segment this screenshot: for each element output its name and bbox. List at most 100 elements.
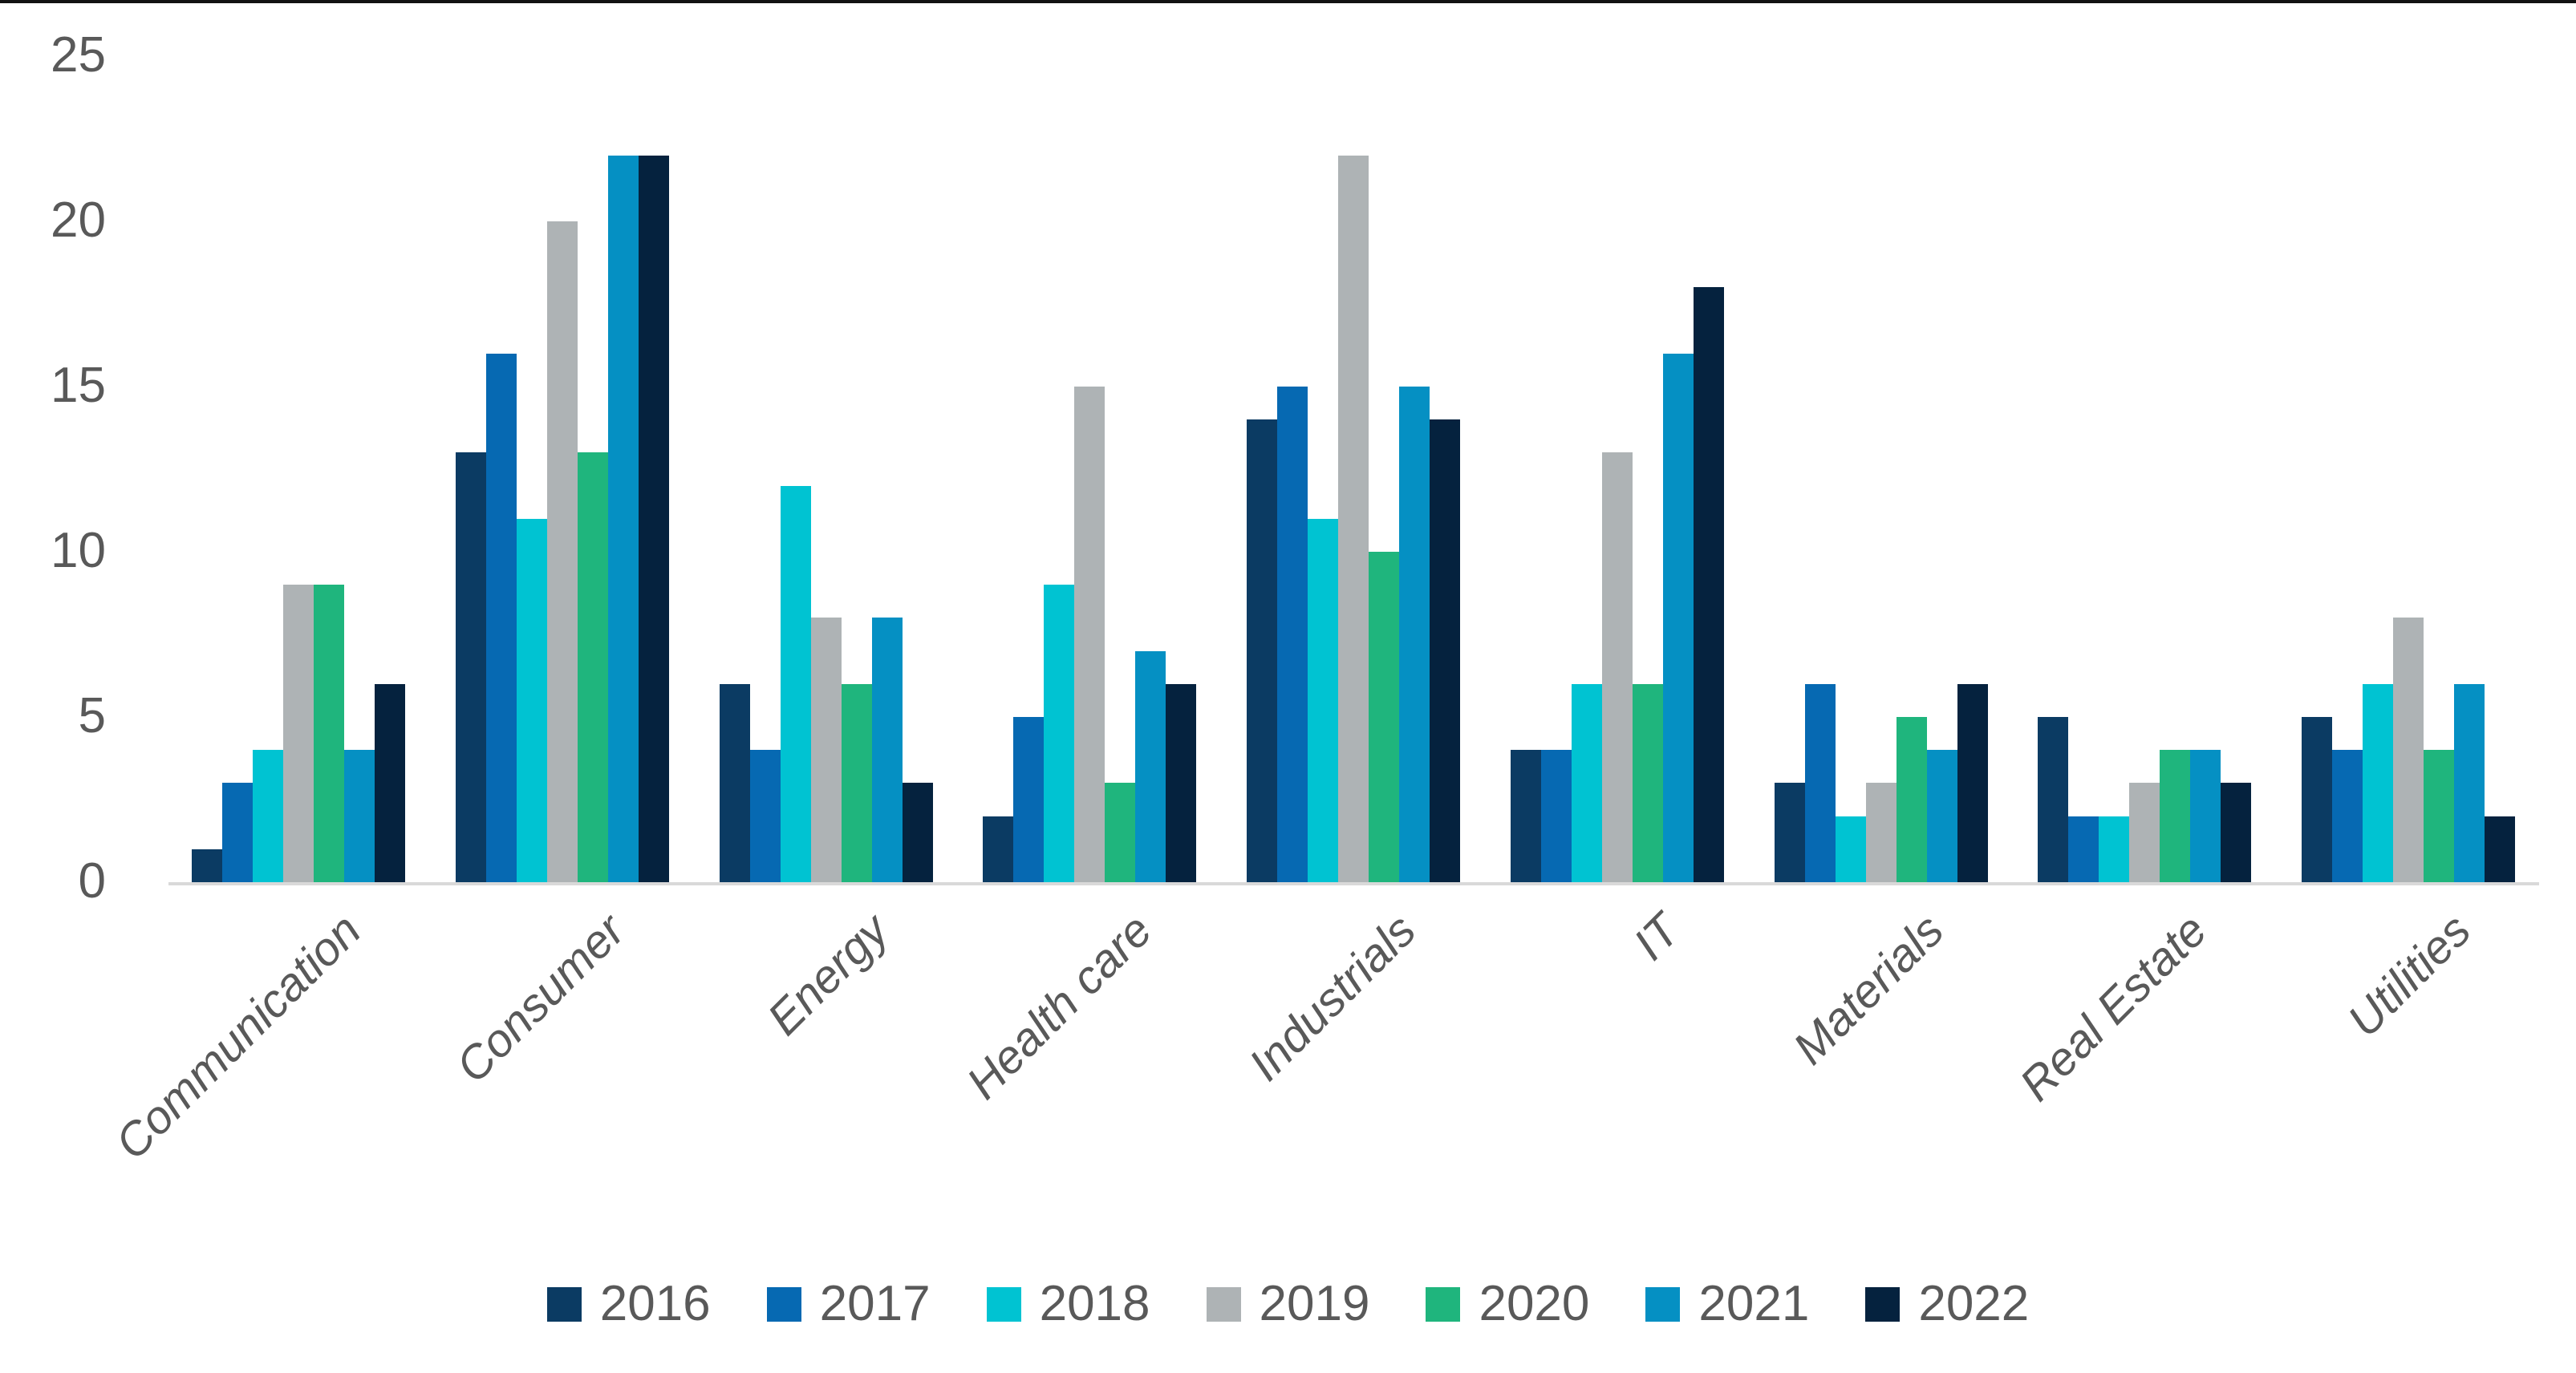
legend-swatch-2019: [1206, 1286, 1241, 1322]
bar-2021-industrials: [1399, 387, 1430, 882]
legend-item-2017: 2017: [766, 1279, 931, 1329]
bar-2017-industrials: [1277, 387, 1308, 882]
bar-2021-health-care: [1135, 650, 1166, 882]
plot-area: [168, 56, 2539, 882]
bar-2020-communication: [314, 585, 344, 882]
bar-2017-real-estate: [2068, 816, 2099, 882]
legend: 2016 2017 2018 2019 2020 2021 2022: [0, 1278, 2576, 1330]
bar-2016-communication: [192, 849, 222, 882]
bar-2016-health-care: [983, 816, 1014, 882]
bar-2018-industrials: [1308, 518, 1338, 882]
legend-label: 2020: [1479, 1276, 1590, 1331]
legend-swatch-2022: [1865, 1286, 1901, 1322]
bar-2019-real-estate: [2129, 783, 2160, 882]
bar-2018-it: [1571, 683, 1602, 882]
bar-2019-consumer: [546, 221, 578, 882]
bar-2020-health-care: [1105, 783, 1136, 882]
bar-2021-real-estate: [2190, 750, 2221, 882]
x-axis-label: Industrials: [1239, 904, 1426, 1092]
y-tick-label: 20: [51, 192, 106, 248]
bar-2019-it: [1601, 452, 1633, 882]
bar-2016-energy: [719, 683, 750, 882]
x-axis-line: [168, 882, 2539, 885]
bar-2021-energy: [871, 618, 903, 882]
bar-2021-materials: [1926, 750, 1957, 882]
bar-2022-utilities: [2485, 816, 2515, 882]
bar-2018-utilities: [2363, 683, 2393, 882]
bar-2020-utilities: [2424, 750, 2454, 882]
bar-2020-it: [1632, 683, 1663, 882]
bar-2019-industrials: [1338, 155, 1369, 882]
x-axis-label: Materials: [1783, 904, 1953, 1075]
bar-2022-health-care: [1166, 683, 1197, 882]
bar-2018-health-care: [1044, 585, 1075, 882]
x-axis-label: Communication: [105, 904, 371, 1170]
bar-group-health-care: [983, 56, 1197, 882]
bar-group-it: [1510, 56, 1724, 882]
legend-label: 2018: [1039, 1276, 1150, 1331]
bar-2016-industrials: [1247, 419, 1277, 882]
bar-2021-it: [1662, 353, 1694, 882]
legend-label: 2022: [1918, 1276, 2030, 1331]
bar-2016-materials: [1774, 783, 1805, 882]
legend-label: 2019: [1259, 1276, 1370, 1331]
legend-item-2021: 2021: [1645, 1279, 1809, 1329]
x-axis-label: Energy: [757, 904, 899, 1046]
bar-2019-materials: [1865, 783, 1897, 882]
legend-item-2022: 2022: [1865, 1279, 2029, 1329]
legend-swatch-2018: [986, 1286, 1021, 1322]
bar-2021-utilities: [2454, 683, 2485, 882]
bar-2018-communication: [253, 750, 283, 882]
x-axis-label: Health care: [956, 904, 1162, 1109]
bar-group-consumer: [455, 56, 669, 882]
bar-group-energy: [719, 56, 933, 882]
bar-group-industrials: [1247, 56, 1460, 882]
legend-item-2018: 2018: [986, 1276, 1150, 1331]
bar-2016-utilities: [2302, 717, 2332, 882]
legend-item-2016: 2016: [546, 1276, 711, 1331]
bar-group-real-estate: [2038, 56, 2252, 882]
bar-group-materials: [1774, 56, 1988, 882]
bar-2017-consumer: [485, 353, 517, 882]
bar-2018-real-estate: [2099, 816, 2130, 882]
bar-2021-consumer: [607, 155, 639, 882]
bar-2020-consumer: [577, 452, 608, 882]
bar-2021-communication: [344, 750, 375, 882]
bar-2018-materials: [1835, 816, 1866, 882]
bar-2022-materials: [1957, 683, 1988, 882]
bar-2017-materials: [1804, 683, 1836, 882]
bar-2019-utilities: [2393, 618, 2424, 882]
bar-2022-communication: [375, 683, 405, 882]
bar-2022-it: [1693, 287, 1724, 882]
legend-label: 2016: [599, 1276, 711, 1331]
bar-2020-real-estate: [2160, 750, 2191, 882]
bar-2016-real-estate: [2038, 717, 2069, 882]
y-tick-label: 10: [51, 522, 106, 578]
bar-2019-health-care: [1074, 387, 1105, 882]
x-axis-label: Utilities: [2338, 904, 2481, 1047]
y-tick-label: 5: [78, 687, 106, 743]
y-tick-label: 25: [51, 26, 106, 83]
bar-2016-consumer: [455, 452, 486, 882]
top-border-line: [0, 0, 2576, 3]
bar-2018-consumer: [516, 518, 547, 882]
bar-2022-consumer: [638, 155, 669, 882]
bar-groups-container: [168, 56, 2539, 882]
bar-2020-industrials: [1369, 552, 1399, 882]
legend-swatch-2016: [546, 1286, 582, 1322]
bar-2022-industrials: [1430, 419, 1460, 882]
bar-2020-materials: [1896, 717, 1927, 882]
bar-2019-communication: [283, 585, 314, 882]
bar-2017-it: [1540, 750, 1572, 882]
legend-item-2019: 2019: [1206, 1276, 1370, 1331]
x-axis-label: Consumer: [445, 904, 635, 1093]
x-axis-label: Real Estate: [2010, 904, 2217, 1112]
bar-group-utilities: [2302, 56, 2515, 882]
bar-2018-energy: [780, 485, 811, 882]
legend-swatch-2017: [766, 1286, 801, 1322]
bar-2019-energy: [810, 618, 842, 882]
bar-group-communication: [192, 56, 405, 882]
bar-2022-energy: [902, 783, 933, 882]
bar-2022-real-estate: [2221, 783, 2252, 882]
